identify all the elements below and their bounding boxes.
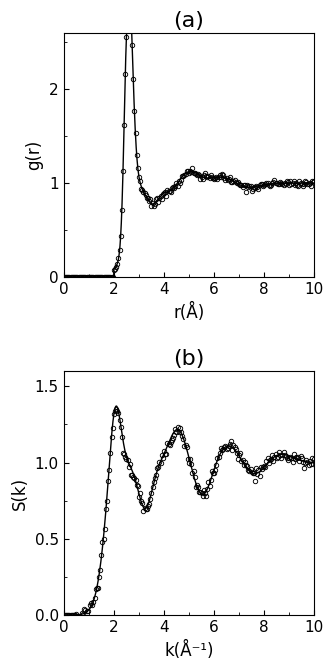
Y-axis label: g(r): g(r) — [25, 140, 44, 170]
X-axis label: k(Å⁻¹): k(Å⁻¹) — [164, 641, 214, 660]
Title: (b): (b) — [173, 350, 205, 370]
X-axis label: r(Å): r(Å) — [173, 303, 205, 321]
Y-axis label: S(k): S(k) — [11, 476, 29, 510]
Title: (a): (a) — [174, 11, 204, 31]
